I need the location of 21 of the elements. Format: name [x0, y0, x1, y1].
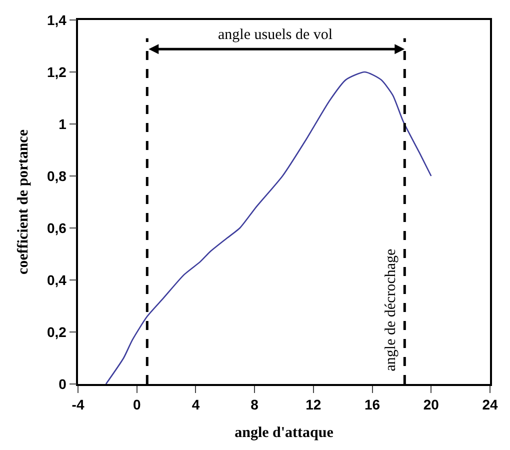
- x-tick-label: 20: [423, 396, 440, 413]
- ref-line-label: angle de décrochage: [383, 248, 400, 372]
- x-tick-label: 24: [482, 396, 498, 413]
- line-series: [105, 71, 432, 384]
- y-tick-label: 0,4: [46, 272, 67, 288]
- y-tick-label: 0,2: [46, 324, 67, 340]
- y-tick-label: 1,4: [46, 12, 67, 28]
- x-tick-label: 12: [306, 396, 322, 413]
- x-axis-title: angle d'attaque: [234, 425, 334, 442]
- y-tick-label: 0,6: [46, 220, 67, 236]
- annotation: angle usuels de vol: [218, 27, 333, 43]
- x-tick-label: 0: [132, 396, 141, 413]
- y-tick-label: 0,8: [46, 168, 67, 184]
- x-tick-label: -4: [72, 396, 84, 413]
- y-tick-label: 1: [58, 116, 67, 132]
- x-tick-label: 16: [364, 396, 380, 413]
- y-axis-title: coefficient de portance: [16, 129, 32, 274]
- y-tick-label: 0: [58, 376, 67, 392]
- x-tick-label: 4: [192, 396, 200, 413]
- x-tick-label: 8: [250, 396, 259, 413]
- y-tick-label: 1,2: [46, 64, 67, 80]
